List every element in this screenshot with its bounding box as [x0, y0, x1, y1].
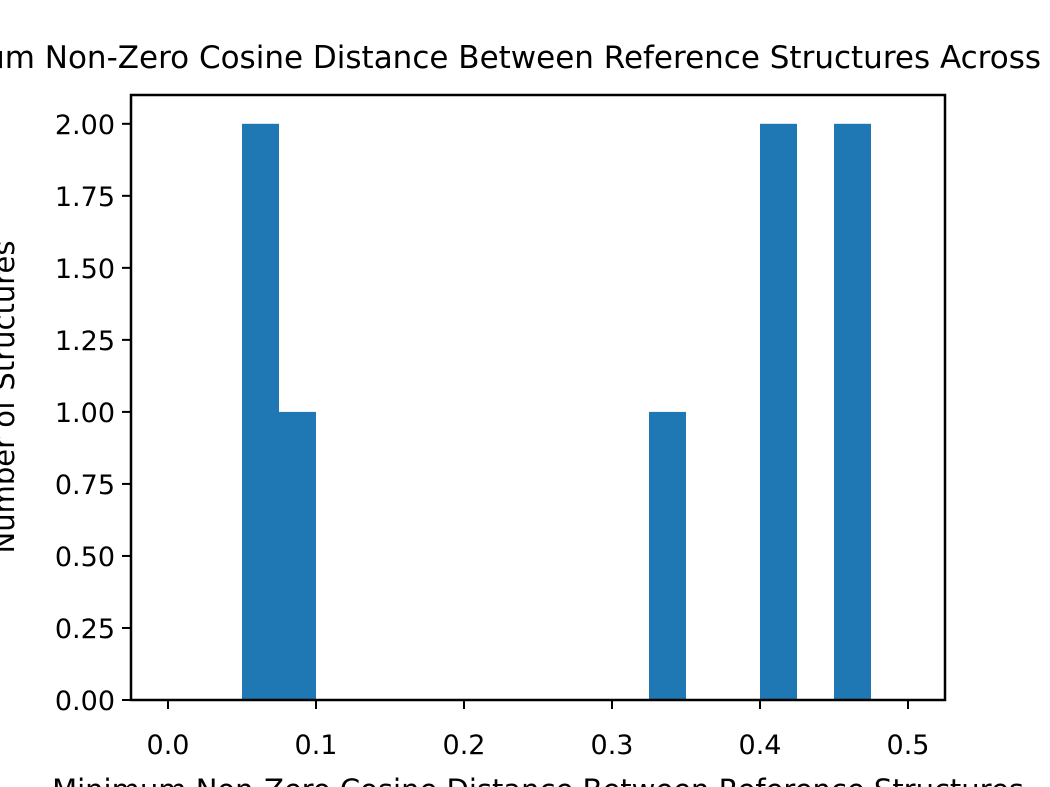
histogram-bar-2 — [649, 411, 686, 700]
y-tick-label-0: 0.00 — [55, 686, 115, 717]
y-axis-title: Number of Structures — [0, 241, 21, 554]
y-tick-label-6: 1.50 — [55, 254, 115, 285]
x-axis: 0.0 0.1 0.2 0.3 0.4 0.5 — [147, 700, 930, 761]
plot-frame — [129, 93, 947, 702]
x-tick-label-1: 0.1 — [295, 730, 338, 761]
y-axis: 0.00 0.25 0.50 0.75 1.00 1.25 1.50 1.75 2.00 — [55, 110, 131, 717]
bars-layer — [242, 123, 871, 701]
y-tick-label-3: 0.75 — [55, 470, 115, 501]
chart-title: Minimum Non-Zero Cosine Distance Between… — [0, 40, 1050, 76]
x-tick-label-4: 0.4 — [739, 730, 782, 761]
y-tick-label-8: 2.00 — [55, 110, 115, 141]
y-tick-label-7: 1.75 — [55, 182, 115, 213]
y-tick-label-1: 0.25 — [55, 614, 115, 645]
histogram-bar-1 — [279, 411, 316, 700]
y-tick-label-5: 1.25 — [55, 326, 115, 357]
x-axis-title: Minimum Non-Zero Cosine Distance Between… — [52, 773, 1024, 787]
histogram-bar-3 — [760, 123, 797, 701]
histogram-bar-0 — [242, 123, 279, 701]
x-tick-label-2: 0.2 — [443, 730, 486, 761]
histogram-bar-4 — [834, 123, 871, 701]
x-tick-label-3: 0.3 — [591, 730, 634, 761]
x-tick-label-0: 0.0 — [147, 730, 190, 761]
x-tick-label-5: 0.5 — [887, 730, 930, 761]
y-tick-label-2: 0.50 — [55, 542, 115, 573]
y-tick-label-4: 1.00 — [55, 398, 115, 429]
